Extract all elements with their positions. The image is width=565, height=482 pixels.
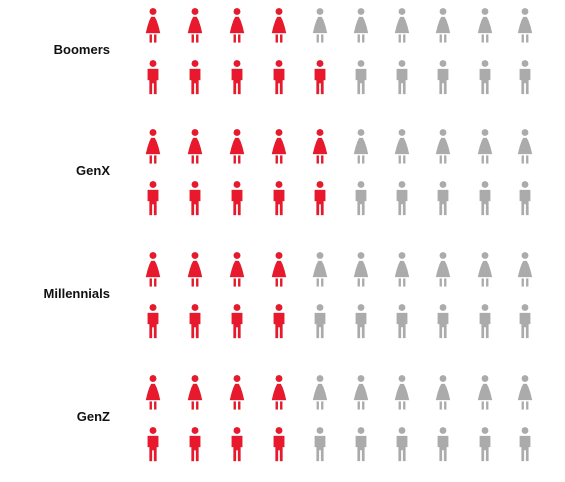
woman-icon [477,375,493,410]
man-icon [437,60,449,95]
man-icon [314,60,326,95]
woman-icon [312,8,328,43]
woman-icon [435,8,451,43]
woman-icon [517,8,533,43]
man-icon [519,304,531,339]
woman-icon [229,252,245,287]
man-icon [355,427,367,462]
man-icon [479,427,491,462]
woman-icon [187,129,203,164]
man-icon [314,181,326,216]
man-icon [314,304,326,339]
man-icon [189,304,201,339]
woman-icon [353,252,369,287]
woman-icon [312,252,328,287]
category-label: Boomers [54,42,110,57]
man-icon [479,60,491,95]
woman-icon [394,8,410,43]
woman-icon [145,375,161,410]
woman-icon [353,8,369,43]
man-icon [519,60,531,95]
man-icon [396,181,408,216]
woman-icon [394,252,410,287]
woman-icon [271,129,287,164]
man-icon [231,427,243,462]
man-icon [355,60,367,95]
man-icon [189,60,201,95]
category-label: Millennials [44,286,110,301]
man-icon [479,304,491,339]
woman-icon [394,129,410,164]
woman-icon [271,8,287,43]
woman-icon [187,375,203,410]
man-icon [273,427,285,462]
man-icon [437,181,449,216]
man-icon [396,427,408,462]
woman-icon [435,129,451,164]
woman-icon [271,375,287,410]
man-icon [355,181,367,216]
man-icon [355,304,367,339]
woman-icon [517,375,533,410]
man-icon [273,181,285,216]
man-icon [147,304,159,339]
woman-icon [229,129,245,164]
man-icon [437,304,449,339]
woman-icon [477,252,493,287]
woman-icon [353,129,369,164]
man-icon [231,60,243,95]
woman-icon [517,129,533,164]
woman-icon [145,8,161,43]
man-icon [273,304,285,339]
man-icon [147,427,159,462]
man-icon [437,427,449,462]
woman-icon [229,8,245,43]
man-icon [231,304,243,339]
man-icon [147,60,159,95]
woman-icon [353,375,369,410]
woman-icon [435,252,451,287]
woman-icon [312,129,328,164]
man-icon [396,304,408,339]
man-icon [479,181,491,216]
category-label: GenZ [77,409,110,424]
man-icon [519,427,531,462]
woman-icon [271,252,287,287]
woman-icon [435,375,451,410]
woman-icon [477,8,493,43]
man-icon [189,427,201,462]
woman-icon [229,375,245,410]
woman-icon [517,252,533,287]
woman-icon [187,8,203,43]
man-icon [273,60,285,95]
woman-icon [145,252,161,287]
woman-icon [477,129,493,164]
man-icon [189,181,201,216]
woman-icon [145,129,161,164]
category-label: GenX [76,163,110,178]
woman-icon [187,252,203,287]
man-icon [231,181,243,216]
man-icon [396,60,408,95]
woman-icon [312,375,328,410]
woman-icon [394,375,410,410]
man-icon [519,181,531,216]
man-icon [147,181,159,216]
man-icon [314,427,326,462]
